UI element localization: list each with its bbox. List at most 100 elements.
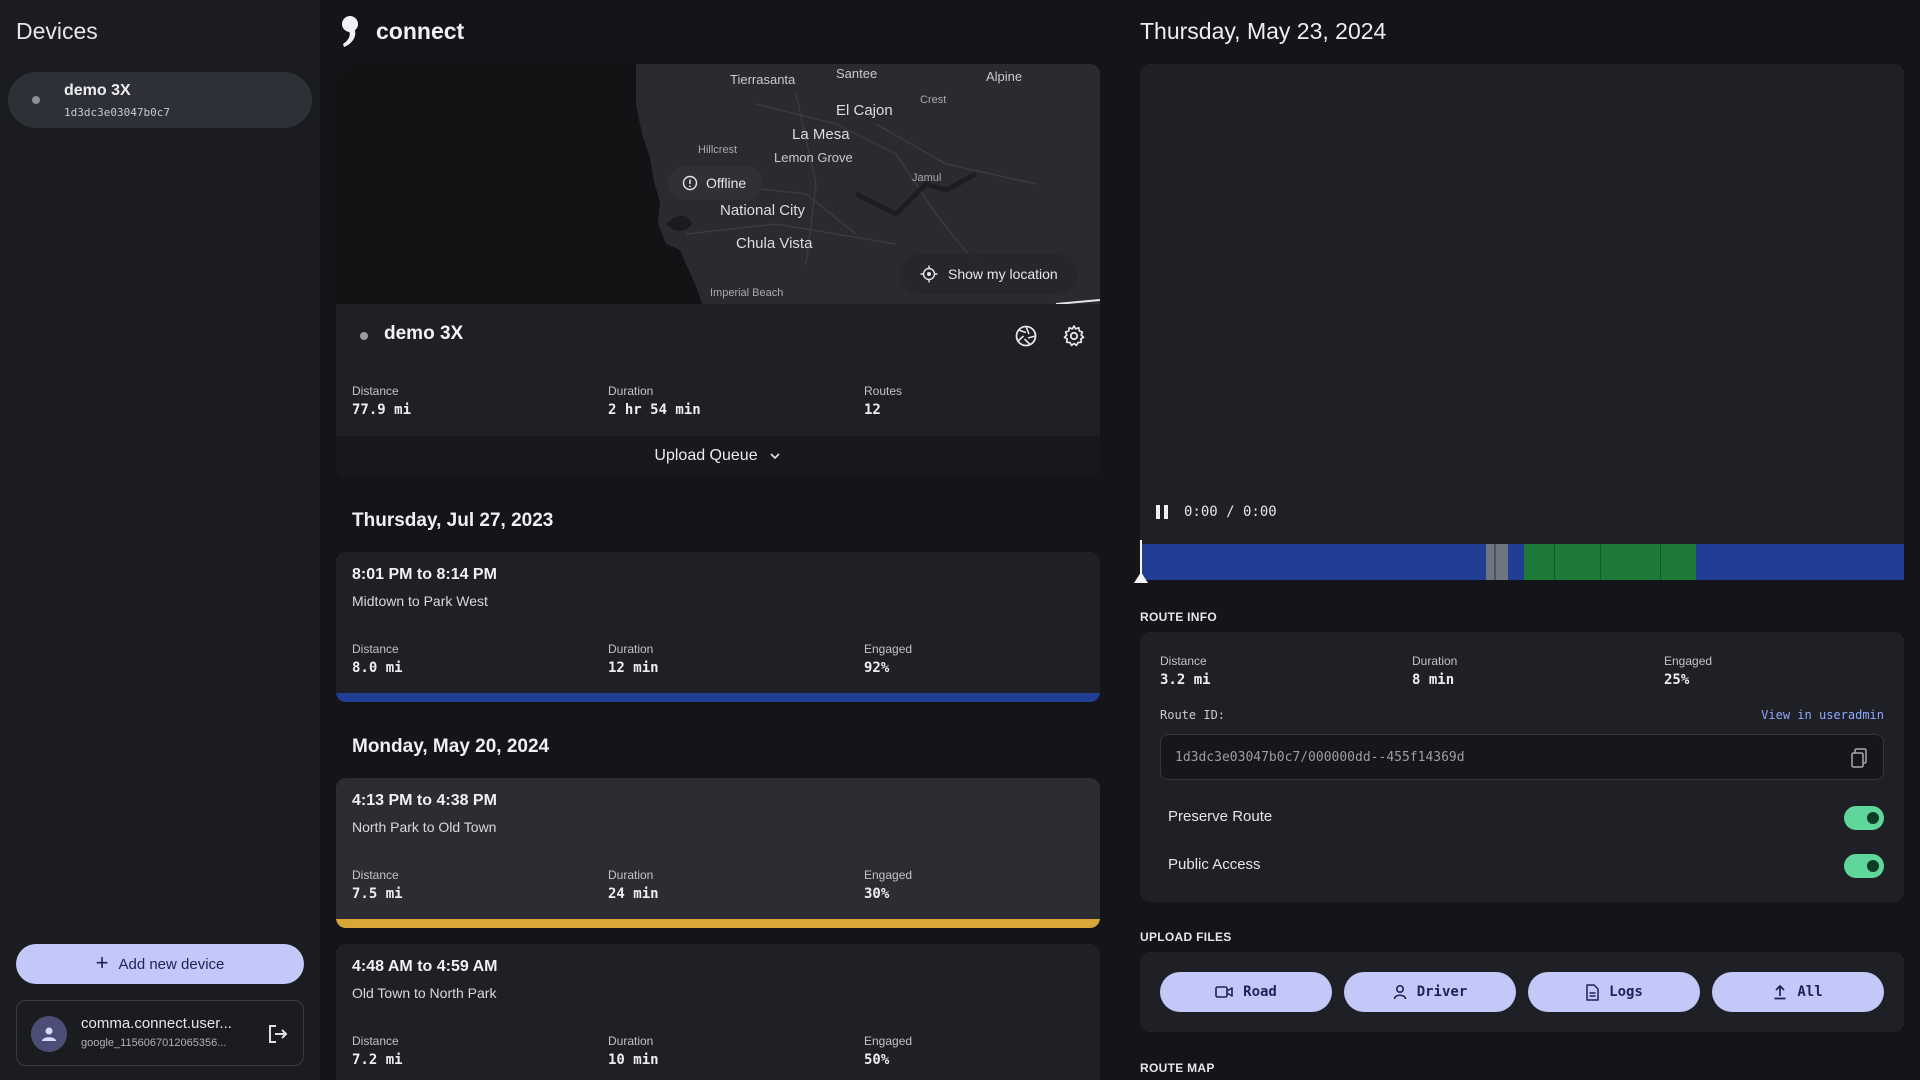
settings-button[interactable] bbox=[1060, 322, 1088, 350]
view-in-useradmin-link[interactable]: View in useradmin bbox=[1761, 708, 1884, 722]
public-access-row: Public Access bbox=[1160, 850, 1884, 880]
map-label: Imperial Beach bbox=[710, 287, 784, 299]
my-location-icon bbox=[920, 265, 938, 283]
camera-shutter-button[interactable] bbox=[1012, 322, 1040, 350]
timeline-segment bbox=[1600, 544, 1601, 580]
pause-icon[interactable] bbox=[1156, 505, 1168, 519]
map-label: La Mesa bbox=[792, 126, 850, 143]
route-id-field[interactable]: 1d3dc3e03047b0c7/000000dd--455f14369d bbox=[1160, 734, 1884, 780]
timeline-segment bbox=[1554, 544, 1555, 580]
route-places: North Park to Old Town bbox=[352, 819, 497, 835]
public-access-toggle[interactable] bbox=[1844, 854, 1884, 878]
logout-icon bbox=[269, 1025, 288, 1043]
route-date-title: Thursday, May 23, 2024 bbox=[1140, 18, 1387, 44]
user-icon bbox=[42, 1027, 56, 1041]
video-time: 0:00 / 0:00 bbox=[1184, 504, 1277, 520]
route-info-heading: ROUTE INFO bbox=[1140, 610, 1217, 624]
map-label: Tierrasanta bbox=[730, 72, 796, 87]
copy-button[interactable] bbox=[1849, 747, 1869, 769]
upload-files-heading: UPLOAD FILES bbox=[1140, 930, 1232, 944]
video-controls: 0:00 / 0:00 bbox=[1156, 504, 1277, 520]
map-label: Hillcrest bbox=[698, 144, 738, 156]
route-id-value: 1d3dc3e03047b0c7/000000dd--455f14369d bbox=[1175, 750, 1465, 765]
upload-all-button[interactable]: All bbox=[1712, 972, 1884, 1012]
logout-button[interactable] bbox=[265, 1021, 291, 1047]
stat-routes: Routes 12 bbox=[864, 384, 903, 418]
timeline-segment bbox=[1494, 544, 1496, 580]
map-label: Chula Vista bbox=[736, 235, 813, 252]
route-time: 4:13 PM to 4:38 PM bbox=[352, 792, 497, 809]
plus-icon: + bbox=[95, 950, 109, 975]
upload-logs-button[interactable]: Logs bbox=[1528, 972, 1700, 1012]
device-header: demo 3X bbox=[336, 304, 1100, 368]
device-name: demo 3X bbox=[64, 82, 131, 99]
device-dongle-id: 1d3dc3e03047b0c7 bbox=[64, 106, 170, 119]
avatar bbox=[31, 1016, 67, 1052]
person-icon bbox=[1393, 984, 1407, 1000]
map-label: Crest bbox=[920, 94, 947, 106]
day-heading: Thursday, Jul 27, 2023 bbox=[352, 510, 554, 531]
public-access-label: Public Access bbox=[1168, 856, 1261, 873]
timeline-playhead-line bbox=[1140, 540, 1142, 576]
upload-icon bbox=[1774, 984, 1786, 1000]
route-engagement-bar bbox=[336, 693, 1100, 702]
upload-queue-label: Upload Queue bbox=[654, 447, 758, 464]
timeline-segment bbox=[1660, 544, 1661, 580]
upload-queue-toggle[interactable]: Upload Queue bbox=[336, 436, 1100, 476]
brand[interactable]: connect bbox=[340, 14, 464, 48]
preserve-route-toggle[interactable] bbox=[1844, 806, 1884, 830]
route-engagement-bar bbox=[336, 919, 1100, 928]
gear-icon bbox=[1063, 325, 1085, 347]
offline-badge: Offline bbox=[668, 166, 763, 200]
route-time: 4:48 AM to 4:59 AM bbox=[352, 958, 498, 975]
upload-files-card: Road Driver Logs All bbox=[1140, 952, 1904, 1032]
map-terrain bbox=[636, 64, 1100, 304]
device-status-dot bbox=[32, 96, 40, 104]
chevron-down-icon bbox=[770, 453, 780, 460]
video-player[interactable]: 0:00 / 0:00 bbox=[1140, 64, 1904, 544]
show-location-button[interactable]: Show my location bbox=[900, 254, 1078, 294]
timeline-segment bbox=[1486, 544, 1508, 580]
route-id-label: Route ID: bbox=[1160, 708, 1226, 722]
add-device-button[interactable]: + Add new device bbox=[16, 944, 304, 984]
sidebar-title: Devices bbox=[16, 18, 98, 44]
stat-distance: Distance 77.9 mi bbox=[352, 384, 412, 418]
device-list-item[interactable]: demo 3X 1d3dc3e03047b0c7 bbox=[8, 72, 312, 128]
alert-circle-icon bbox=[682, 175, 698, 191]
route-info-card: Distance 3.2 mi Duration 8 min Engaged 25% … bbox=[1140, 632, 1904, 902]
route-places: Old Town to North Park bbox=[352, 985, 497, 1001]
device-map[interactable]: Tierrasanta Santee Alpine Crest El Cajon… bbox=[336, 64, 1100, 304]
map-label: National City bbox=[720, 202, 806, 219]
video-camera-icon bbox=[1215, 986, 1233, 998]
preserve-route-label: Preserve Route bbox=[1168, 808, 1273, 825]
sidebar: Devices demo 3X 1d3dc3e03047b0c7 + Add n… bbox=[0, 0, 320, 1080]
day-heading: Monday, May 20, 2024 bbox=[352, 736, 550, 757]
upload-road-button[interactable]: Road bbox=[1160, 972, 1332, 1012]
stat-duration: Duration 2 hr 54 min bbox=[608, 384, 701, 418]
route-time: 8:01 PM to 8:14 PM bbox=[352, 566, 497, 583]
route-timeline[interactable] bbox=[1140, 544, 1904, 580]
route-stats: Distance 8.0 mi Duration 12 min Engaged 92% bbox=[352, 642, 913, 676]
timeline-playhead[interactable] bbox=[1134, 572, 1148, 583]
comma-logo-icon bbox=[342, 16, 358, 47]
upload-driver-button[interactable]: Driver bbox=[1344, 972, 1516, 1012]
map-label: Alpine bbox=[986, 69, 1023, 84]
offline-label: Offline bbox=[706, 175, 747, 191]
route-info-stats: Distance 3.2 mi Duration 8 min Engaged 25% bbox=[1160, 654, 1713, 688]
user-id: google_1156067012065356... bbox=[81, 1037, 227, 1049]
route-card[interactable]: 8:01 PM to 8:14 PM Midtown to Park West … bbox=[336, 552, 1100, 702]
route-map-heading: ROUTE MAP bbox=[1140, 1061, 1215, 1075]
timeline-segment bbox=[1524, 544, 1696, 580]
copy-icon bbox=[1851, 748, 1867, 768]
add-device-label: Add new device bbox=[118, 955, 225, 973]
user-name: comma.connect.user... bbox=[81, 1015, 232, 1032]
show-location-label: Show my location bbox=[948, 266, 1058, 282]
route-card[interactable]: 4:13 PM to 4:38 PM North Park to Old Tow… bbox=[336, 778, 1100, 928]
camera-shutter-icon bbox=[1015, 325, 1037, 347]
route-places: Midtown to Park West bbox=[352, 593, 488, 609]
route-stats: Distance 7.2 mi Duration 10 min Engaged 50% bbox=[352, 1034, 913, 1068]
route-stats: Distance 7.5 mi Duration 24 min Engaged 30% bbox=[352, 868, 913, 902]
route-card[interactable]: 4:48 AM to 4:59 AM Old Town to North Par… bbox=[336, 944, 1100, 1080]
device-stats: Distance 77.9 mi Duration 2 hr 54 min Ro… bbox=[352, 384, 1092, 428]
preserve-route-row: Preserve Route bbox=[1160, 802, 1884, 832]
